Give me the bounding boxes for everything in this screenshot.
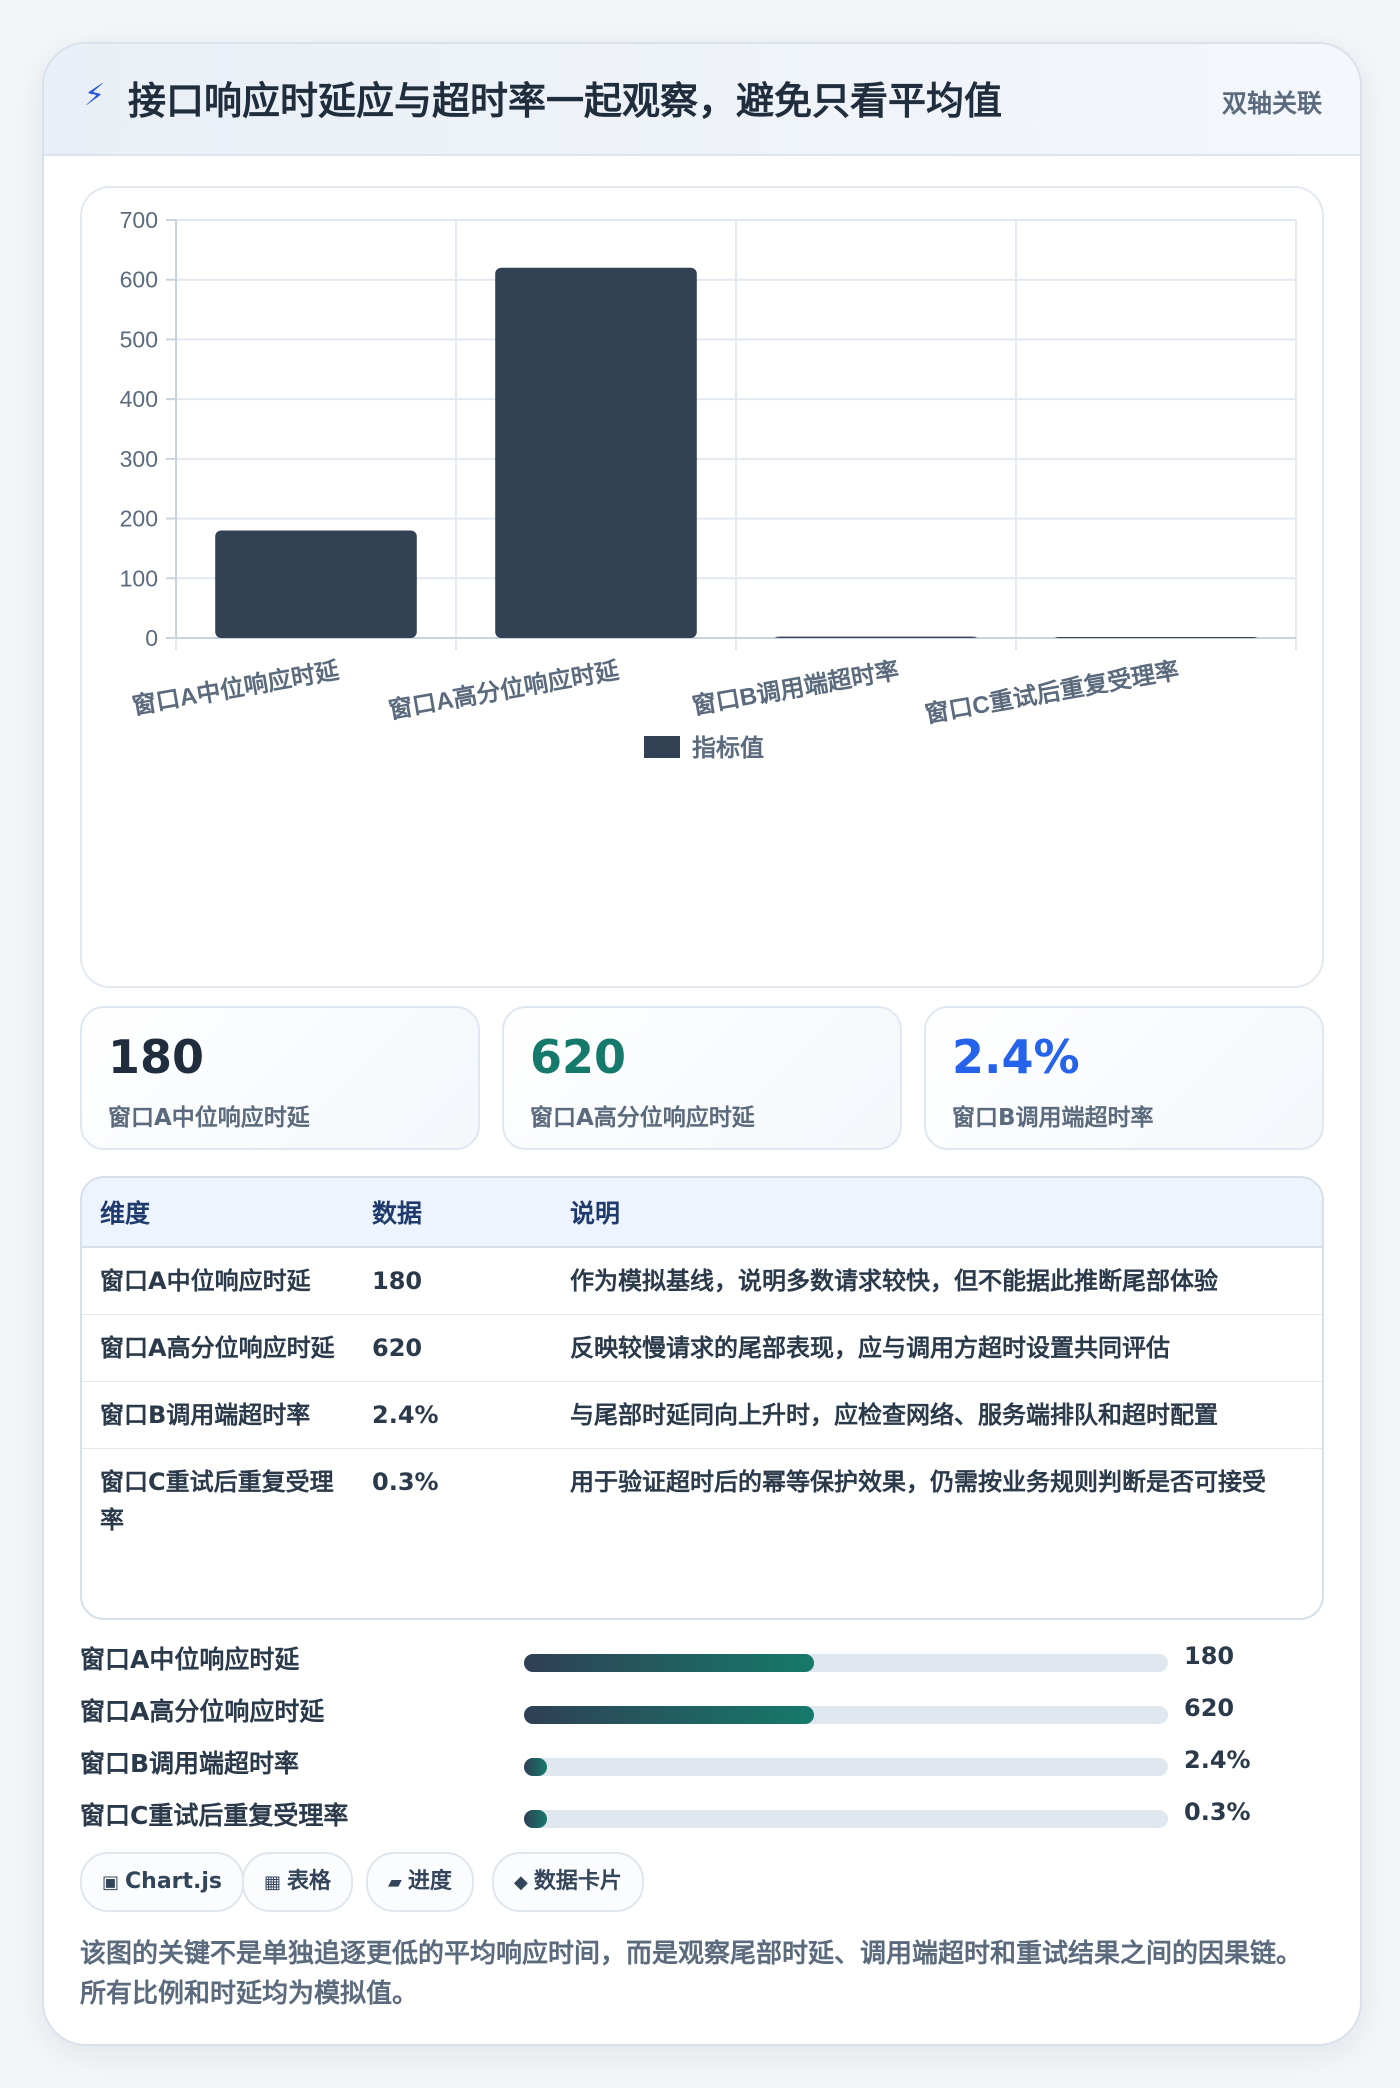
stat-label: 窗口B调用端超时率 xyxy=(952,1105,1154,1131)
x-tick-label: 窗口C重试后重复受理率 xyxy=(923,656,1181,728)
table-row: 窗口C重试后重复受理率 0.3% 用于验证超时后的幂等保护效果，仍需按业务规则判… xyxy=(82,1449,1322,1554)
progress-label: 窗口A高分位响应时延 xyxy=(80,1697,325,1726)
table-cell: 0.3% xyxy=(372,1468,439,1496)
column-header: 维度 xyxy=(82,1178,354,1248)
progress-value: 620 xyxy=(1184,1694,1235,1722)
chart-panel: 0 100 200 300 400 500 600 700 窗口A中位响应时延 窗口A高分位响应时… xyxy=(80,186,1324,988)
progress-row: 窗口A高分位响应时延 620 xyxy=(80,1692,1324,1732)
progress-list: 窗口A中位响应时延 180 窗口A高分位响应时延 620 窗口B调用端超时率 2… xyxy=(80,1640,1324,1850)
progress-track xyxy=(524,1706,1168,1724)
y-tick-label: 100 xyxy=(120,565,158,591)
x-tick-label: 窗口A高分位响应时延 xyxy=(386,656,622,724)
progress-track xyxy=(524,1654,1168,1672)
chip-chartjs[interactable]: ▣ Chart.js xyxy=(80,1852,245,1912)
stat-card: 620 窗口A高分位响应时延 xyxy=(502,1006,902,1150)
table-cell: 窗口A中位响应时延 xyxy=(82,1247,354,1315)
progress-fill xyxy=(524,1758,547,1776)
progress-fill xyxy=(524,1654,814,1672)
y-tick-label: 600 xyxy=(120,267,158,293)
progress-value: 0.3% xyxy=(1184,1798,1251,1826)
legend-swatch xyxy=(644,736,680,758)
stat-cards: 180 窗口A中位响应时延 620 窗口A高分位响应时延 2.4% 窗口B调用端… xyxy=(80,1006,1324,1150)
progress-row: 窗口C重试后重复受理率 0.3% xyxy=(80,1796,1324,1836)
progress-value: 180 xyxy=(1184,1642,1235,1670)
y-tick-label: 300 xyxy=(120,446,158,472)
stat-label: 窗口A中位响应时延 xyxy=(108,1105,310,1131)
y-tick-label: 400 xyxy=(120,386,158,412)
chip-progress[interactable]: ▰ 进度 xyxy=(366,1852,474,1912)
progress-row: 窗口A中位响应时延 180 xyxy=(80,1640,1324,1680)
data-table: 维度 数据 说明 窗口A中位响应时延 180 作为模拟基线，说明多数请求较快，但… xyxy=(80,1176,1324,1620)
chart-icon: ▣ xyxy=(102,1872,120,1893)
table-cell: 窗口B调用端超时率 xyxy=(82,1381,354,1449)
progress-icon: ▰ xyxy=(388,1872,402,1893)
progress-value: 2.4% xyxy=(1184,1746,1251,1774)
card-header: ⚡ 接口响应时延应与超时率一起观察，避免只看平均值 双轴关联 xyxy=(44,44,1360,156)
bar xyxy=(215,530,417,638)
column-header: 说明 xyxy=(552,1178,1322,1248)
stat-value: 180 xyxy=(108,1030,205,1084)
chip-data-card[interactable]: ◆ 数据卡片 xyxy=(492,1852,644,1912)
stat-value: 2.4% xyxy=(952,1030,1080,1084)
stat-card: 2.4% 窗口B调用端超时率 xyxy=(924,1006,1324,1150)
header-tag: 双轴关联 xyxy=(1221,89,1322,118)
table-cell: 与尾部时延同向上升时，应检查网络、服务端排队和超时配置 xyxy=(552,1381,1322,1449)
table-cell: 2.4% xyxy=(354,1381,552,1449)
progress-track xyxy=(524,1758,1168,1776)
table-row: 窗口A中位响应时延 180 作为模拟基线，说明多数请求较快，但不能据此推断尾部体… xyxy=(82,1247,1322,1315)
y-tick-label: 700 xyxy=(120,207,158,233)
x-tick-label: 窗口B调用端超时率 xyxy=(690,656,901,720)
bar xyxy=(1055,637,1257,638)
progress-label: 窗口B调用端超时率 xyxy=(80,1749,300,1778)
table-cell: 作为模拟基线，说明多数请求较快，但不能据此推断尾部体验 xyxy=(552,1247,1322,1315)
stat-value: 620 xyxy=(530,1030,627,1084)
page-title: 接口响应时延应与超时率一起观察，避免只看平均值 xyxy=(128,79,1003,123)
table-row: 窗口B调用端超时率 2.4% 与尾部时延同向上升时，应检查网络、服务端排队和超时… xyxy=(82,1381,1322,1449)
chip-table[interactable]: ▦ 表格 xyxy=(242,1852,354,1912)
table-cell: 反映较慢请求的尾部表现，应与调用方超时设置共同评估 xyxy=(552,1314,1322,1382)
table-cell: 窗口C重试后重复受理率 xyxy=(100,1468,334,1534)
stat-card: 180 窗口A中位响应时延 xyxy=(80,1006,480,1150)
table-cell: 窗口A高分位响应时延 xyxy=(82,1314,354,1382)
y-tick-label: 500 xyxy=(120,326,158,352)
chip-label: Chart.js xyxy=(125,1869,223,1894)
bar-chart: 0 100 200 300 400 500 600 700 窗口A中位响应时延 窗口A高分位响应时… xyxy=(120,207,1297,762)
x-tick-label: 窗口A中位响应时延 xyxy=(130,656,342,720)
y-tick-label: 0 xyxy=(145,625,158,651)
legend-label: 指标值 xyxy=(692,734,764,762)
y-tick-label: 200 xyxy=(120,506,158,532)
progress-fill xyxy=(524,1706,814,1724)
table-icon: ▦ xyxy=(264,1872,282,1893)
chip-label: 数据卡片 xyxy=(533,1869,622,1894)
progress-label: 窗口A中位响应时延 xyxy=(80,1645,300,1674)
column-header: 数据 xyxy=(354,1178,552,1248)
footnote: 该图的关键不是单独追逐更低的平均响应时间，而是观察尾部时延、调用端超时和重试结果… xyxy=(80,1939,1303,2009)
chip-label: 表格 xyxy=(287,1869,332,1894)
table-header-row: 维度 数据 说明 xyxy=(82,1178,1322,1248)
chip-label: 进度 xyxy=(407,1869,452,1894)
bar xyxy=(775,636,977,638)
table-cell: 620 xyxy=(354,1314,552,1382)
table-row: 窗口A高分位响应时延 620 反映较慢请求的尾部表现，应与调用方超时设置共同评估 xyxy=(82,1314,1322,1382)
table-cell: 用于验证超时后的幂等保护效果，仍需按业务规则判断是否可接受 xyxy=(570,1468,1266,1496)
lightning-icon: ⚡ xyxy=(84,78,106,113)
stat-label: 窗口A高分位响应时延 xyxy=(530,1105,755,1131)
progress-row: 窗口B调用端超时率 2.4% xyxy=(80,1744,1324,1784)
card-icon: ◆ xyxy=(514,1872,528,1893)
progress-track xyxy=(524,1810,1168,1828)
progress-label: 窗口C重试后重复受理率 xyxy=(80,1801,349,1830)
bar xyxy=(495,267,697,638)
report-card: ⚡ 接口响应时延应与超时率一起观察，避免只看平均值 双轴关联 0 100 200 30… xyxy=(42,42,1362,2046)
table-cell: 180 xyxy=(354,1247,552,1315)
progress-fill xyxy=(524,1810,547,1828)
